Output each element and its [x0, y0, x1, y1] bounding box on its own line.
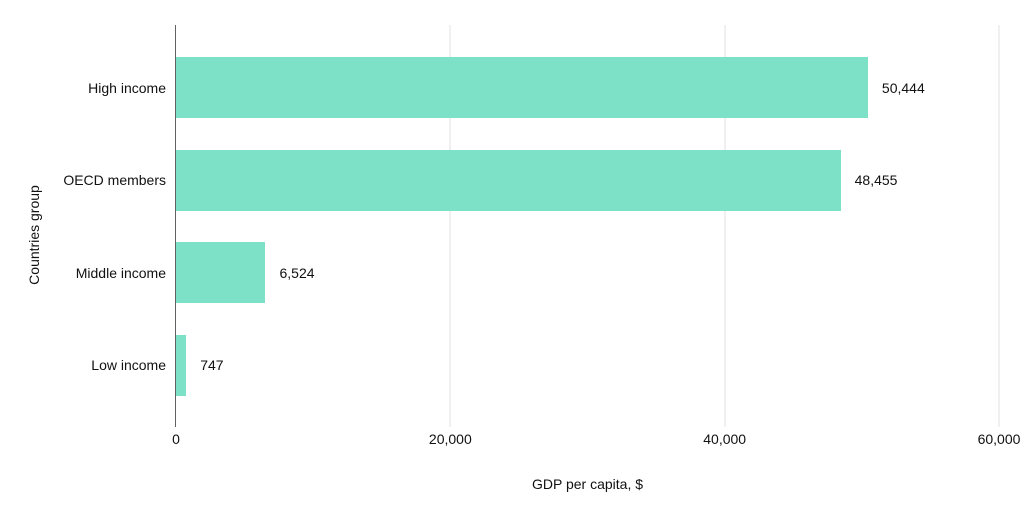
- bar-row: OECD members 48,455: [0, 149, 1024, 211]
- bar-middle-income: [176, 242, 266, 303]
- x-tick-label: 0: [172, 431, 180, 447]
- plot-area: [175, 25, 1000, 427]
- value-label: 747: [200, 357, 224, 373]
- category-label: Low income: [91, 357, 166, 373]
- bar-low-income: [176, 334, 187, 396]
- x-axis: 0 20,000 40,000 60,000: [0, 432, 1024, 448]
- bar-row: Middle income 6,524: [0, 242, 1024, 303]
- x-axis-title: GDP per capita, $: [531, 476, 644, 492]
- bar-row: High income 50,444: [0, 57, 1024, 118]
- value-label: 48,455: [854, 172, 898, 188]
- y-axis-line: [175, 25, 176, 427]
- category-label: OECD members: [63, 172, 166, 188]
- x-tick-label: 20,000: [428, 431, 472, 447]
- gridline: [449, 25, 451, 427]
- gridline: [998, 25, 1000, 427]
- value-label: 6,524: [279, 264, 315, 281]
- gridline: [724, 25, 726, 427]
- category-label: Middle income: [75, 264, 166, 281]
- bar-oecd-members: [176, 149, 841, 211]
- category-label: High income: [88, 79, 166, 96]
- bar-row: Low income 747: [0, 334, 1024, 396]
- bar-high-income: [176, 57, 868, 118]
- x-tick-label: 40,000: [703, 431, 747, 447]
- x-tick-label: 60,000: [977, 431, 1021, 447]
- value-label: 50,444: [881, 79, 925, 96]
